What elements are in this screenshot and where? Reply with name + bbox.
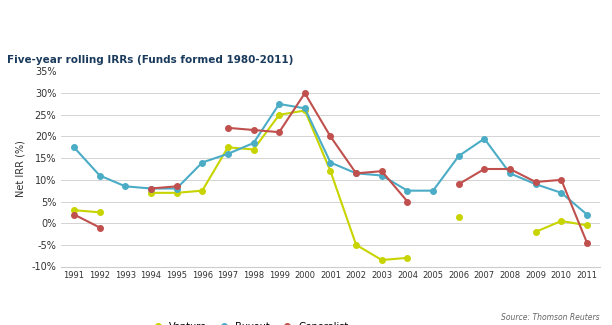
Buyout (275, 102, 283, 106)
Buyout (70, 145, 78, 149)
Generalist (558, 178, 565, 182)
Venture (532, 230, 539, 234)
Buyout (147, 187, 155, 190)
Generalist (583, 241, 591, 245)
Line: Buyout: Buyout (71, 101, 590, 217)
Line: Generalist: Generalist (456, 166, 590, 245)
Legend: Venture, Buyout, Generalist: Venture, Buyout, Generalist (147, 318, 353, 325)
Generalist (455, 182, 463, 186)
Buyout (430, 189, 437, 193)
Venture (558, 219, 565, 223)
Buyout (224, 152, 231, 156)
Generalist (480, 167, 488, 171)
Buyout (378, 174, 386, 177)
Venture (583, 223, 591, 227)
Text: Short-, medium- and long-term returns reflected by net horizon IRRs: Short-, medium- and long-term returns re… (7, 16, 578, 31)
Text: Five-year rolling IRRs (Funds formed 1980-2011): Five-year rolling IRRs (Funds formed 198… (7, 55, 294, 65)
Y-axis label: Net IRR (%): Net IRR (%) (16, 140, 26, 197)
Buyout (480, 137, 488, 141)
Buyout (455, 154, 463, 158)
Buyout (327, 161, 334, 164)
Buyout (558, 191, 565, 195)
Buyout (173, 187, 181, 190)
Buyout (96, 174, 103, 177)
Buyout (198, 161, 206, 164)
Buyout (583, 213, 591, 216)
Buyout (301, 106, 308, 110)
Buyout (506, 171, 513, 175)
Buyout (250, 141, 257, 145)
Buyout (122, 184, 129, 188)
Text: Source: Thomson Reuters: Source: Thomson Reuters (501, 313, 600, 322)
Generalist (532, 180, 539, 184)
Buyout (404, 189, 411, 193)
Buyout (532, 182, 539, 186)
Buyout (353, 171, 360, 175)
Generalist (506, 167, 513, 171)
Line: Venture: Venture (533, 218, 590, 235)
